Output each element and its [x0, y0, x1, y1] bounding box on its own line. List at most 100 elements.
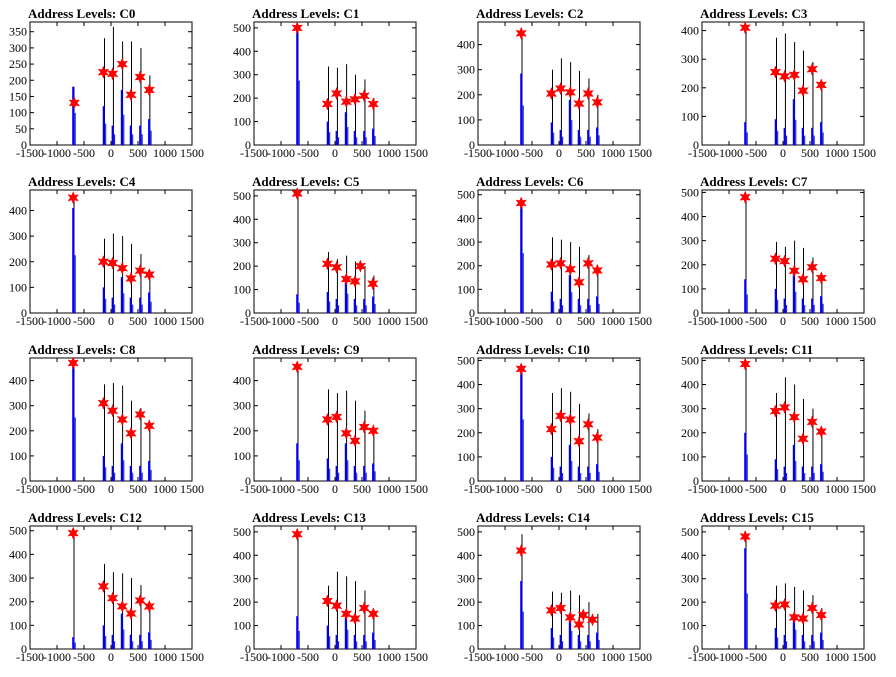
star-marker: [515, 26, 527, 40]
star-marker: [125, 606, 137, 621]
y-tick-label: 200: [9, 255, 27, 269]
x-tick-label: -1500: [16, 146, 44, 160]
star-marker: [586, 613, 599, 627]
y-tick-label: 100: [457, 113, 475, 127]
chart-title: Address Levels: C5: [252, 174, 360, 189]
x-tick-label: 1500: [180, 314, 204, 328]
x-tick-label: 500: [129, 482, 147, 496]
y-tick-label: 400: [233, 212, 251, 226]
x-tick-label: -1500: [688, 482, 716, 496]
chart-panel: Address Levels: C70100200300400500-1500-…: [681, 174, 876, 328]
x-tick-label: -500: [297, 314, 319, 328]
y-tick-label: 100: [233, 619, 251, 633]
x-tick-label: -1000: [715, 650, 743, 664]
star-marker: [97, 396, 110, 410]
x-tick-label: 1500: [628, 146, 652, 160]
y-tick-label: 0: [469, 138, 475, 152]
y-tick-label: 0: [693, 306, 699, 320]
plot-frame: [477, 357, 641, 482]
y-tick-label: 300: [233, 68, 251, 82]
chart-title: Address Levels: C15: [700, 510, 814, 525]
star-marker: [806, 62, 818, 76]
x-tick-label: 500: [577, 650, 595, 664]
x-tick-label: 500: [801, 314, 819, 328]
y-tick-label: 500: [233, 189, 251, 203]
x-tick-label: -1500: [240, 146, 268, 160]
y-tick-label: 100: [681, 619, 699, 633]
x-tick-label: 1500: [852, 482, 876, 496]
star-marker: [815, 424, 828, 439]
star-marker: [349, 434, 361, 448]
chart-panel: Address Levels: C0 0 50 100 150 200 250 300 350 -…: [9, 6, 204, 160]
star-marker: [564, 412, 577, 427]
y-tick-label: 400: [457, 378, 475, 392]
star-marker: [321, 594, 334, 608]
star-marker: [739, 357, 751, 371]
y-tick-label: 200: [9, 424, 27, 438]
y-tick-label: 0: [245, 642, 251, 656]
x-tick-label: -1500: [16, 650, 44, 664]
star-marker: [778, 254, 791, 268]
y-tick-label: 300: [457, 402, 475, 416]
star-marker: [778, 597, 791, 612]
y-tick-label: 100: [9, 106, 27, 120]
x-tick-label: 1000: [153, 482, 177, 496]
star-marker: [573, 617, 585, 632]
y-tick-label: 0: [21, 474, 27, 488]
star-marker: [554, 601, 567, 615]
x-tick-label: 0: [332, 314, 338, 328]
x-tick-label: 500: [353, 314, 371, 328]
chart-panel: Address Levels: C50100200300400500-1500-…: [233, 174, 428, 328]
chart-title: Address Levels: C11: [700, 342, 813, 357]
plot-frame: [29, 357, 193, 482]
plot-frame: [477, 21, 641, 146]
x-tick-label: -500: [521, 146, 543, 160]
x-tick-label: -500: [521, 482, 543, 496]
x-tick-label: 0: [780, 482, 786, 496]
star-marker: [134, 70, 146, 84]
y-tick-label: 0: [245, 306, 251, 320]
y-tick-label: 200: [233, 259, 251, 273]
y-tick-label: 500: [457, 525, 475, 539]
star-marker: [358, 420, 370, 434]
star-marker: [554, 409, 567, 423]
y-tick-label: 300: [233, 399, 251, 413]
star-marker: [340, 426, 353, 440]
y-tick-label: 0: [245, 138, 251, 152]
chart-panel: Address Levels: C14 0 100 200 300 400 500 -1500…: [457, 510, 652, 664]
star-marker: [815, 608, 828, 622]
star-marker: [134, 593, 146, 608]
chart-title: Address Levels: C7: [700, 174, 808, 189]
y-tick-label: 200: [9, 73, 27, 87]
star-marker: [815, 78, 828, 92]
star-marker: [358, 601, 370, 615]
y-tick-label: 200: [457, 259, 475, 273]
chart-title: Address Levels: C6: [476, 174, 584, 189]
x-tick-label: 1500: [180, 146, 204, 160]
star-marker: [778, 400, 791, 415]
x-tick-label: -1500: [240, 650, 268, 664]
star-marker: [125, 426, 137, 440]
star-marker: [330, 599, 343, 613]
x-tick-label: -1000: [43, 146, 71, 160]
star-marker: [367, 607, 380, 621]
chart-panel: Address Levels: C3 0 100 200 300 400 -1500 -100…: [681, 6, 876, 160]
x-tick-label: -1500: [464, 146, 492, 160]
x-tick-label: 0: [556, 314, 562, 328]
y-tick-label: 400: [681, 210, 699, 224]
star-marker: [582, 256, 594, 270]
star-marker: [788, 264, 801, 278]
plot-frame: [701, 357, 865, 482]
x-tick-label: -1500: [464, 650, 492, 664]
y-tick-label: 100: [457, 619, 475, 633]
x-tick-label: 1000: [601, 146, 625, 160]
x-tick-label: 0: [108, 314, 114, 328]
x-tick-label: 0: [332, 146, 338, 160]
y-tick-label: 0: [21, 306, 27, 320]
star-marker: [97, 579, 110, 593]
y-tick-label: 300: [457, 572, 475, 586]
y-tick-label: 500: [681, 353, 699, 367]
chart-panel: Address Levels: C13 0 100 200 300 400 500 -1500…: [233, 510, 428, 664]
star-marker: [573, 96, 585, 111]
star-marker: [769, 252, 782, 266]
